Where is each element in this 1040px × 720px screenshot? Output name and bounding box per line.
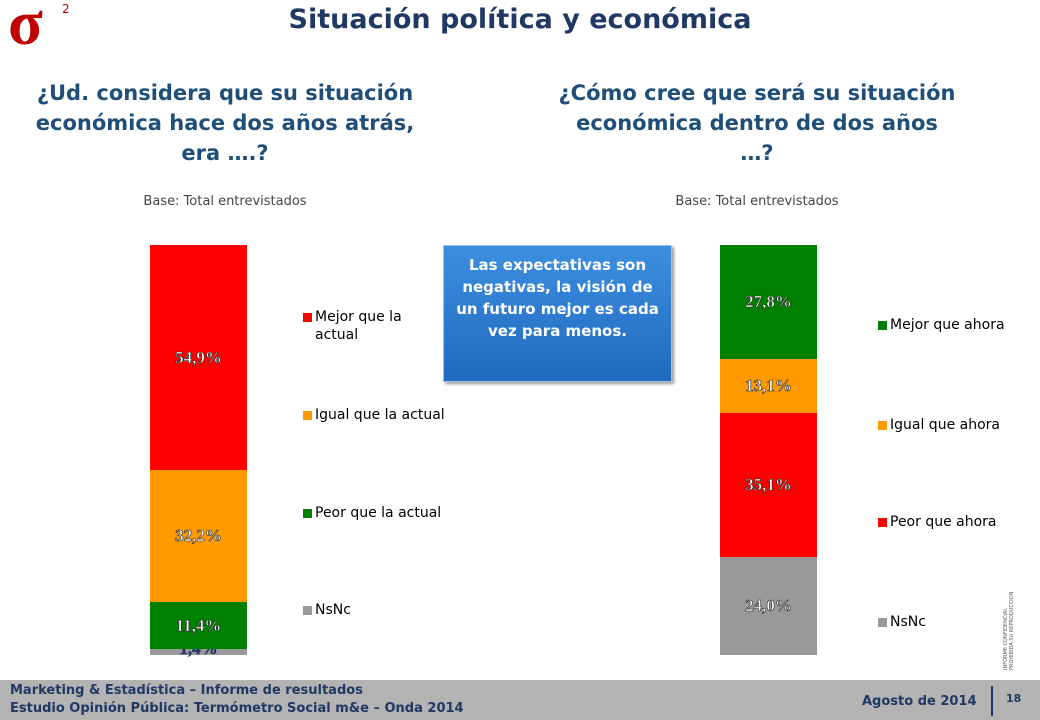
footer-divider bbox=[991, 686, 993, 716]
value-label: 27,8% bbox=[745, 291, 792, 311]
legend-swatch bbox=[303, 606, 312, 615]
legend-label: NsNc bbox=[303, 601, 445, 619]
legend-label: Mejor que ahora bbox=[878, 316, 1020, 334]
legend-label: Igual que la actual bbox=[303, 406, 445, 424]
legend-label: NsNc bbox=[878, 613, 1020, 631]
callout: Las expectativas son negativas, la visió… bbox=[443, 245, 672, 382]
chart-title: ¿Cómo cree que será su situación económi… bbox=[558, 81, 956, 165]
legend-swatch bbox=[303, 313, 312, 322]
bar-segment bbox=[150, 470, 247, 603]
legend-swatch bbox=[878, 618, 887, 627]
legend-swatch bbox=[303, 509, 312, 518]
bar-segment bbox=[720, 556, 817, 655]
bar-segment bbox=[150, 245, 247, 471]
value-label: 11,4% bbox=[175, 615, 222, 635]
footer: Marketing & Estadística – Informe de res… bbox=[0, 680, 1040, 720]
bar-segment bbox=[720, 245, 817, 359]
legend-label: Peor que ahora bbox=[878, 513, 1020, 531]
bar-segment bbox=[720, 358, 817, 413]
legend-label: Peor que la actual bbox=[303, 504, 445, 522]
legend-swatch bbox=[878, 421, 887, 430]
chart-title: ¿Ud. considera que su situación económic… bbox=[35, 81, 415, 165]
logo-sup: 2 bbox=[62, 2, 70, 16]
legend-label: Mejor que la actual bbox=[303, 308, 445, 344]
legend-swatch bbox=[303, 411, 312, 420]
value-label: 32,2% bbox=[175, 526, 222, 546]
legend-swatch bbox=[878, 321, 887, 330]
footer-line: Estudio Opinión Pública: Termómetro Soci… bbox=[10, 701, 464, 716]
chart-subtitle: Base: Total entrevistados bbox=[675, 194, 839, 209]
value-label: 35,1% bbox=[745, 474, 792, 494]
legend-label: Igual que ahora bbox=[878, 416, 1020, 434]
footer-page: 18 bbox=[1006, 692, 1022, 705]
bar-segment bbox=[150, 649, 247, 655]
value-label: 24,0% bbox=[745, 595, 792, 615]
bar-segment bbox=[720, 412, 817, 557]
value-label: 13,1% bbox=[745, 375, 792, 395]
legend-swatch bbox=[878, 518, 887, 527]
footer-line: Marketing & Estadística – Informe de res… bbox=[10, 683, 363, 698]
slide-title: Situación política y económica bbox=[288, 4, 752, 35]
footer-date: Agosto de 2014 bbox=[862, 694, 977, 709]
chart-subtitle: Base: Total entrevistados bbox=[143, 194, 307, 209]
logo: σ bbox=[8, 0, 43, 58]
bar-segment bbox=[150, 602, 247, 650]
value-label: 54,9% bbox=[175, 347, 222, 367]
